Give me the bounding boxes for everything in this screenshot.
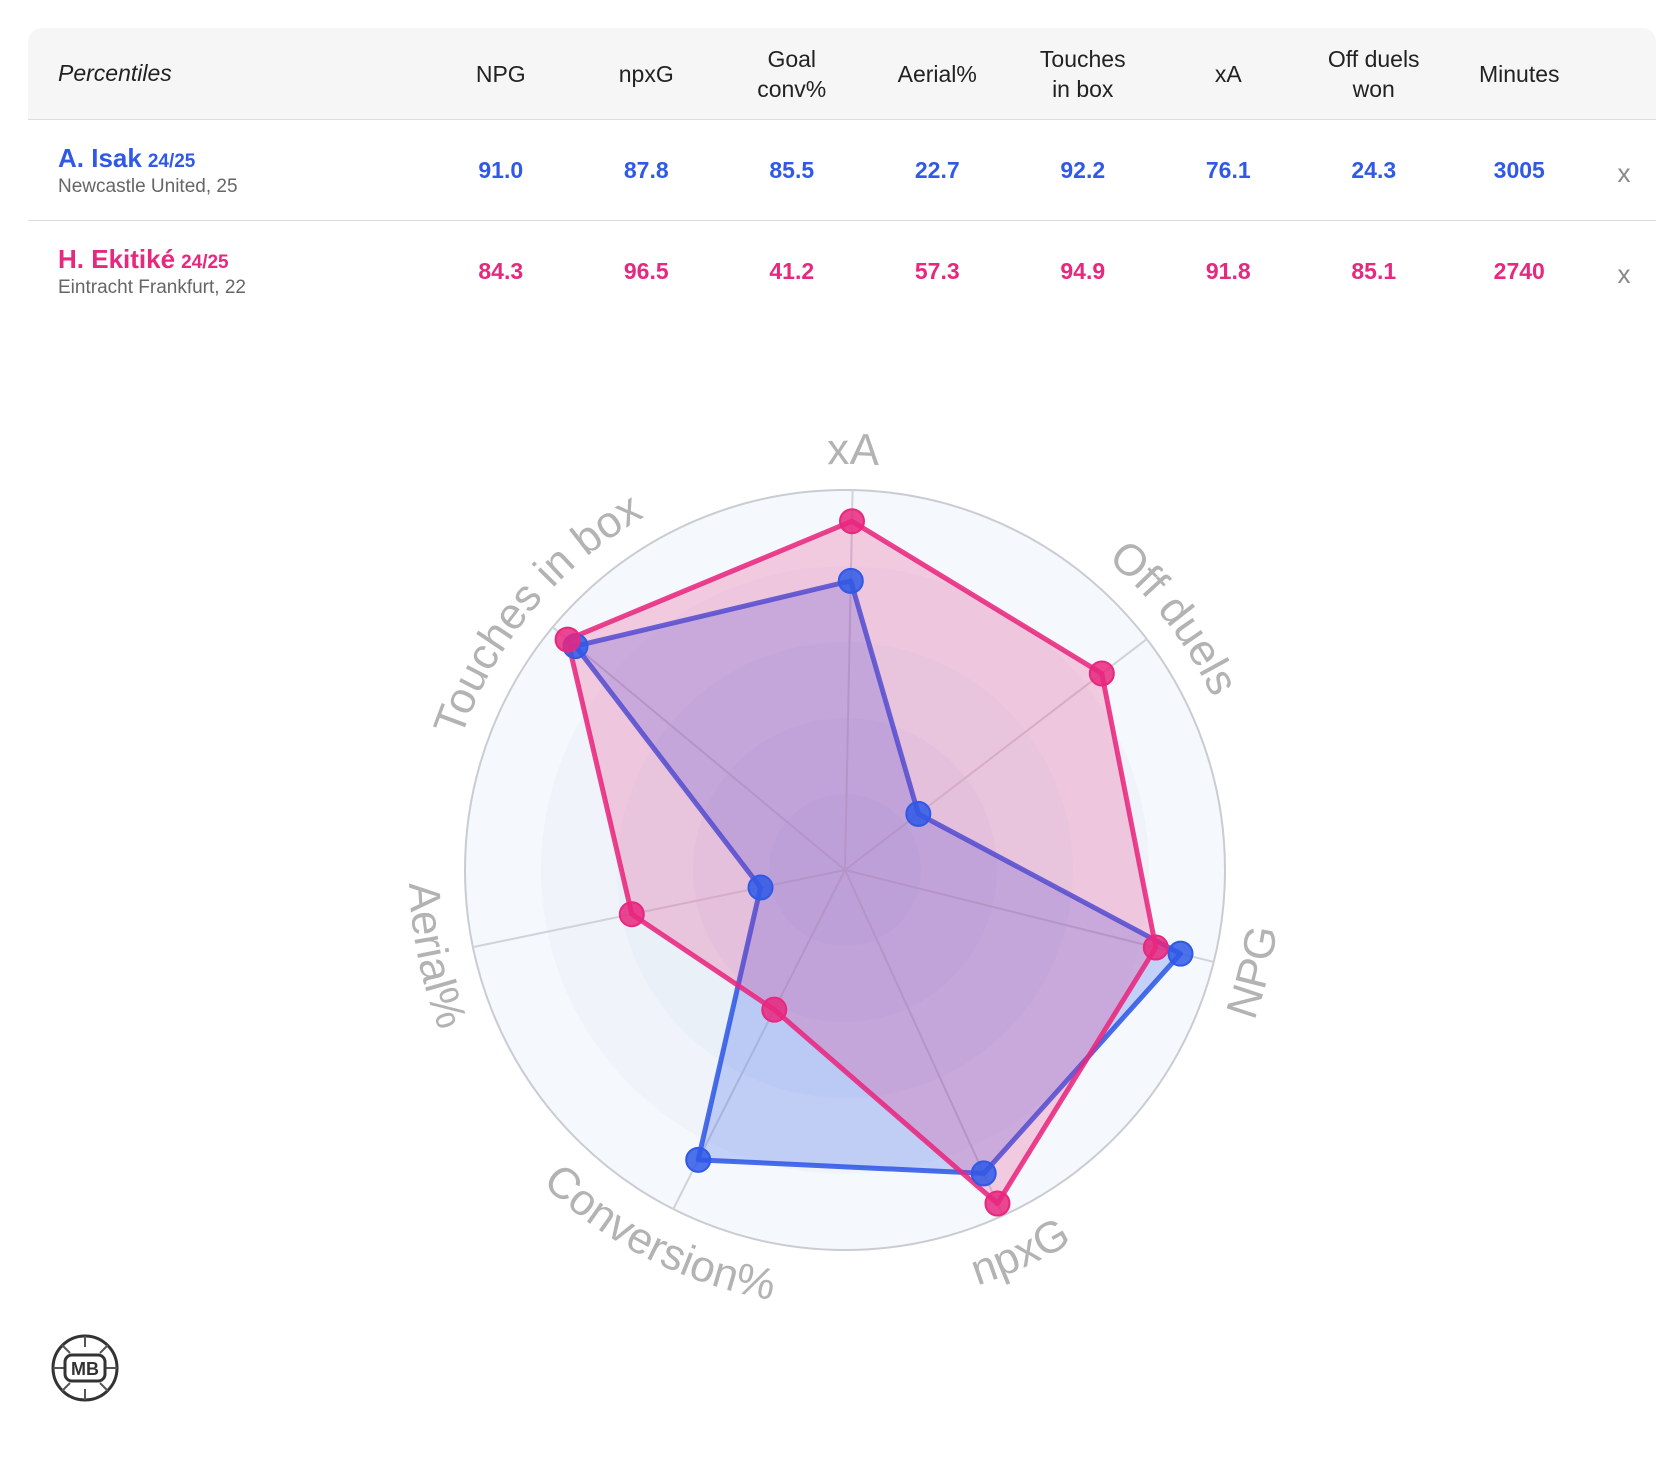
percentiles-table: Percentiles NPG npxG Goal conv% Aerial% … (28, 28, 1656, 321)
radar-spoke (552, 626, 846, 871)
col-touches-in-box: Touches in box (1039, 45, 1126, 102)
player-club: Newcastle United, 25 (58, 175, 238, 197)
player-season: 24/25 (147, 150, 196, 172)
data-point-ekitike (984, 1190, 1011, 1217)
value-npxg: 87.8 (623, 156, 669, 183)
mb-logo: MB (51, 1334, 119, 1402)
data-point-ekitike (838, 508, 865, 535)
value-npg: 91.0 (478, 156, 524, 183)
logo-text: MB (71, 1359, 99, 1379)
value-xa: 91.8 (1205, 257, 1251, 284)
radar-spoke (844, 490, 854, 871)
table-header: Percentiles NPG npxG Goal conv% Aerial% … (28, 28, 1656, 120)
radar-spoke (472, 869, 846, 949)
player-club: Eintracht Frankfurt, 22 (58, 276, 246, 298)
data-point-ekitike (618, 901, 645, 928)
series-area-isak (573, 578, 1184, 1176)
data-point-isak (1167, 940, 1194, 967)
data-point-isak (905, 800, 932, 827)
player-season: 24/25 (181, 251, 229, 273)
axis-label: xA (827, 425, 881, 475)
data-point-ekitike (1142, 934, 1169, 961)
col-aerial: Aerial% (897, 60, 977, 87)
value-goal-conv: 85.5 (769, 156, 815, 183)
axis-label: NPG (1217, 922, 1287, 1024)
data-point-isak (837, 567, 864, 594)
data-point-ekitike (761, 996, 788, 1023)
data-point-ekitike (554, 626, 581, 653)
col-minutes: Minutes (1478, 60, 1560, 87)
value-touches-in-box: 92.2 (1060, 156, 1106, 183)
col-off-duels-won: Off duels won (1327, 45, 1420, 102)
value-npg: 84.3 (478, 257, 524, 284)
col-xa: xA (1214, 60, 1242, 87)
value-aerial: 57.3 (914, 257, 960, 284)
value-off-duels-won: 85.1 (1351, 257, 1397, 284)
data-point-isak (970, 1160, 997, 1187)
player-info: A. Isak 24/25 Newcastle United, 25 (28, 143, 428, 198)
player-info: H. Ekitiké 24/25 Eintracht Frankfurt, 22 (28, 244, 428, 299)
value-touches-in-box: 94.9 (1060, 257, 1106, 284)
value-aerial: 22.7 (914, 156, 960, 183)
data-point-ekitike (1088, 660, 1115, 687)
player-row-ekitike: H. Ekitiké 24/25 Eintracht Frankfurt, 22 … (28, 220, 1656, 321)
radar-spoke (844, 869, 1004, 1217)
player-row-isak: A. Isak 24/25 Newcastle United, 25 91.0 8… (28, 120, 1656, 220)
header-percentiles-label: Percentiles (58, 60, 172, 86)
value-minutes: 2740 (1493, 257, 1545, 284)
remove-player-button[interactable]: x (1617, 157, 1631, 188)
axis-label: Aerial% (399, 881, 476, 1035)
col-npxg: npxG (618, 60, 674, 87)
value-minutes: 3005 (1493, 156, 1545, 183)
remove-player-button[interactable]: x (1617, 258, 1631, 289)
player-name[interactable]: A. Isak (58, 142, 142, 173)
col-goal-conv: Goal conv% (757, 45, 827, 102)
data-point-isak (747, 874, 774, 901)
player-name[interactable]: H. Ekitiké (58, 243, 176, 274)
value-xa: 76.1 (1205, 156, 1251, 183)
value-off-duels-won: 24.3 (1351, 156, 1397, 183)
series-area-ekitike (565, 518, 1159, 1207)
value-npxg: 96.5 (623, 257, 669, 284)
value-goal-conv: 41.2 (769, 257, 815, 284)
col-npg: NPG (475, 60, 526, 87)
data-point-isak (685, 1146, 712, 1173)
